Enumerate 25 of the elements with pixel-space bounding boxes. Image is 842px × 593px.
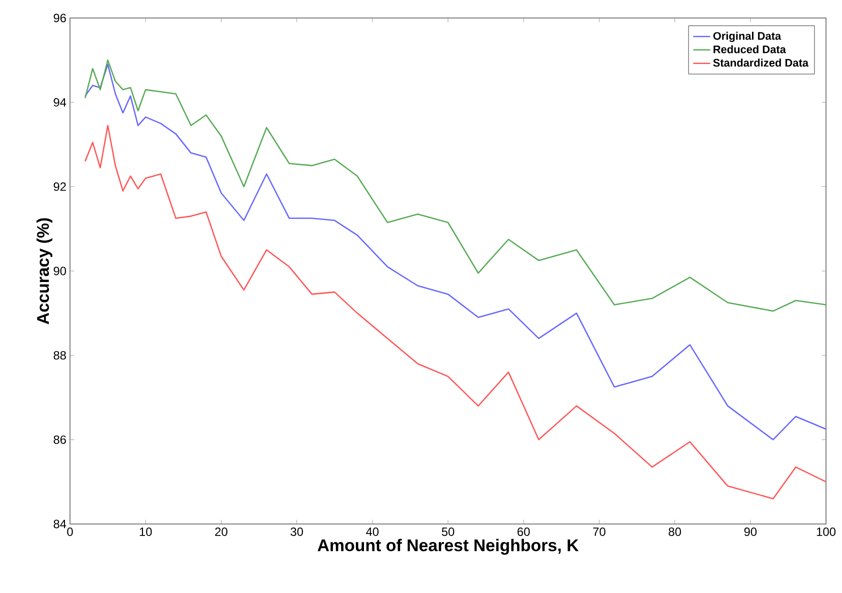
x-tick-label: 40: [366, 528, 379, 536]
y-tick-label: 90: [54, 266, 66, 276]
line-series: [84, 60, 826, 312]
line-series: [84, 124, 826, 500]
x-tick-label: 20: [215, 528, 228, 536]
x-tick-label: 60: [518, 528, 530, 536]
x-tick-label: 0: [67, 528, 73, 536]
y-tick-label: 94: [54, 98, 66, 107]
y-tick-label: 84: [54, 520, 66, 528]
y-tick-label: 86: [54, 435, 66, 444]
legend-label: Standardized Data: [713, 58, 809, 67]
x-tick-label: 70: [593, 528, 606, 536]
x-axis-title: Amount of Nearest Neighbors, K: [318, 538, 579, 555]
y-axis-title: Accuracy (%): [36, 218, 52, 324]
legend-label: Reduced Data: [714, 45, 786, 54]
y-tick-label: 96: [54, 14, 66, 22]
x-tick-label: 10: [140, 528, 152, 536]
x-tick-label: 100: [816, 528, 836, 536]
y-tick-label: 92: [54, 182, 66, 191]
x-tick-label: 50: [442, 528, 454, 536]
x-tick-label: 90: [744, 528, 757, 536]
x-tick-label: 80: [668, 528, 681, 536]
x-tick-label: 30: [290, 528, 303, 536]
y-tick-label: 88: [54, 351, 66, 360]
legend-label: Original Data: [713, 32, 782, 42]
